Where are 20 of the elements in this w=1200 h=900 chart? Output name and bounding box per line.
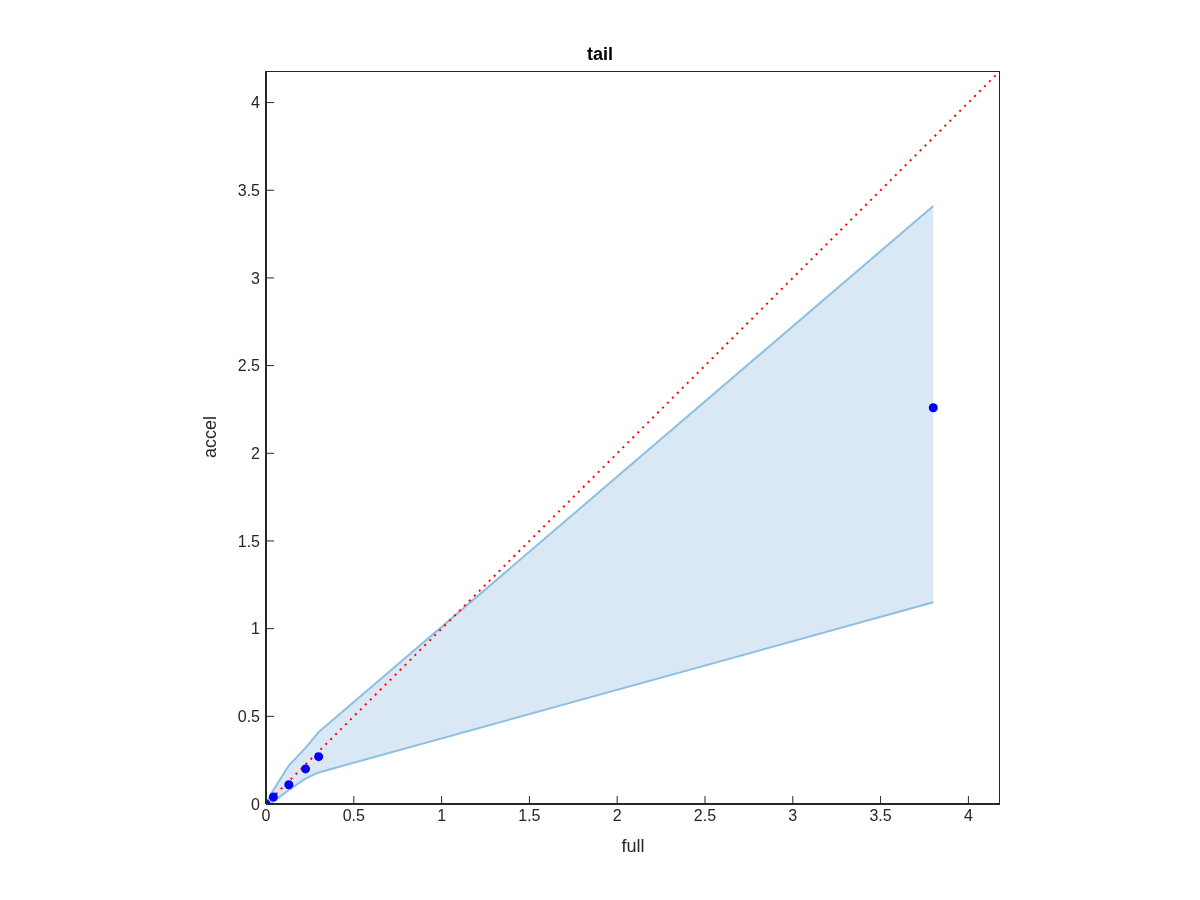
y-tick-label: 0 <box>251 795 261 813</box>
y-tick-label: 2 <box>251 444 261 462</box>
y-tick-label: 0.5 <box>237 708 261 725</box>
y-tick-label: 3 <box>251 269 261 287</box>
x-axis-title: full <box>620 836 646 857</box>
y-tick-label: 2.5 <box>237 357 261 375</box>
x-tick-label: 2 <box>612 807 622 825</box>
y-tick-label: 4 <box>251 94 261 112</box>
x-tick-label: 4 <box>963 807 973 825</box>
y-axis-title: accel <box>199 415 221 459</box>
x-tick-label: 2.5 <box>693 807 717 825</box>
x-tick-label: 3 <box>788 807 798 825</box>
y-tick-label: 3.5 <box>237 181 261 199</box>
x-tick-label: 0.5 <box>342 807 366 825</box>
x-tick-label: 3.5 <box>869 807 892 825</box>
chart-title: tail <box>586 44 614 65</box>
x-tick-label: 1.5 <box>518 807 541 825</box>
x-tick-label: 1 <box>437 807 447 825</box>
y-tick-label: 1.5 <box>237 532 261 550</box>
y-tick-label: 1 <box>251 620 261 638</box>
